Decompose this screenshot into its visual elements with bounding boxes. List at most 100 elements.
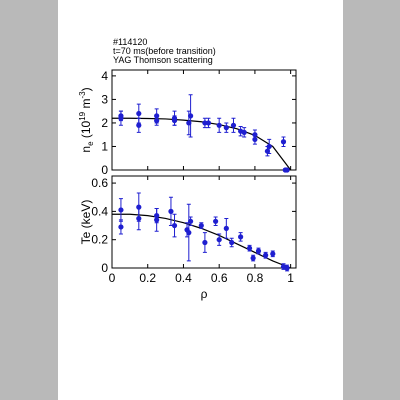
marker <box>229 239 235 246</box>
data-point <box>202 117 208 129</box>
data-point <box>118 198 124 222</box>
y-axis-label-part: 19 <box>78 111 87 120</box>
y-axis-label-part: e <box>86 141 95 146</box>
data-point <box>188 216 194 227</box>
marker <box>188 113 194 119</box>
y-tick-label: 0 <box>101 163 108 177</box>
annotation: t=70 ms(before transition) <box>113 46 216 56</box>
marker <box>284 265 290 271</box>
y-tick-label: 0.6 <box>91 176 108 190</box>
y-tick-label: 0.4 <box>91 204 108 218</box>
y-axis-label-part: m <box>79 99 93 112</box>
marker <box>136 215 142 222</box>
data-point <box>186 203 192 262</box>
marker <box>118 207 124 213</box>
marker <box>202 239 208 246</box>
data-point <box>118 110 124 122</box>
data-point <box>238 232 244 242</box>
data-point <box>213 216 219 227</box>
marker <box>270 251 276 257</box>
y-axis-label: ne (1019 m-3) <box>78 87 95 152</box>
marker <box>223 125 229 131</box>
marker <box>280 139 287 145</box>
y-axis-label-part: -3 <box>78 91 87 99</box>
plot-frame <box>111 69 297 171</box>
marker <box>171 222 178 229</box>
marker <box>154 117 160 124</box>
marker <box>202 120 208 126</box>
data-point <box>223 122 229 133</box>
x-tick-label: 1 <box>287 271 294 285</box>
marker <box>263 252 269 258</box>
x-tick-label: 0 <box>109 271 116 285</box>
data-point <box>202 232 208 253</box>
data-point <box>241 127 247 138</box>
data-point <box>230 117 237 133</box>
y-tick-label: 0 <box>101 261 108 275</box>
marker <box>118 224 124 230</box>
data-point <box>136 103 142 124</box>
data-point <box>171 213 178 238</box>
data-point <box>205 117 212 129</box>
y-tick-label: 4 <box>101 69 108 83</box>
marker <box>136 110 142 117</box>
y-axis-label-part: (10 <box>79 120 93 141</box>
x-tick-label: 0.2 <box>139 271 156 285</box>
y-tick-label: 2 <box>101 116 108 130</box>
data-point <box>270 250 276 258</box>
marker <box>213 218 219 224</box>
marker <box>223 225 229 231</box>
marker <box>252 136 258 143</box>
marker <box>154 217 160 223</box>
marker <box>136 122 142 128</box>
y-tick-label: 0.2 <box>91 233 108 247</box>
marker <box>284 167 290 173</box>
data-point <box>250 254 256 262</box>
data-point <box>263 251 269 259</box>
marker <box>118 113 124 119</box>
marker <box>255 248 262 254</box>
data-point <box>171 115 178 126</box>
data-point <box>284 264 290 272</box>
marker <box>216 122 222 128</box>
data-point <box>154 208 160 232</box>
annotation: #114120 <box>113 37 147 47</box>
data-point <box>216 117 222 133</box>
data-point <box>216 233 222 246</box>
y-tick-label: 3 <box>101 92 108 106</box>
marker <box>250 255 256 261</box>
marker <box>238 234 244 240</box>
marker <box>241 129 247 135</box>
marker <box>198 222 204 229</box>
plot-frame <box>111 175 297 269</box>
marker <box>171 117 178 124</box>
marker <box>186 230 192 236</box>
marker <box>168 208 174 214</box>
data-point <box>252 134 258 145</box>
x-tick-label: 0.8 <box>247 271 264 285</box>
y-axis-label: Te (keV) <box>79 200 93 245</box>
data-point <box>136 117 142 133</box>
fit-line <box>112 117 292 171</box>
x-tick-label: 0.6 <box>211 271 228 285</box>
marker <box>246 245 253 251</box>
data-point <box>223 217 229 239</box>
data-point <box>198 222 204 229</box>
marker <box>188 218 194 224</box>
y-axis-label-part: Te (keV) <box>79 200 93 245</box>
annotation: YAG Thomson scattering <box>113 55 213 65</box>
data-point <box>280 136 287 147</box>
x-tick-label: 0.4 <box>175 271 192 285</box>
data-point <box>229 237 235 248</box>
data-point <box>154 115 160 126</box>
marker <box>230 122 237 128</box>
data-point <box>266 138 272 155</box>
marker <box>266 143 272 150</box>
y-tick-label: 1 <box>101 139 108 153</box>
y-axis-label-part: n <box>79 146 93 153</box>
marker <box>205 120 212 126</box>
marker <box>216 237 222 243</box>
data-point <box>255 247 262 255</box>
